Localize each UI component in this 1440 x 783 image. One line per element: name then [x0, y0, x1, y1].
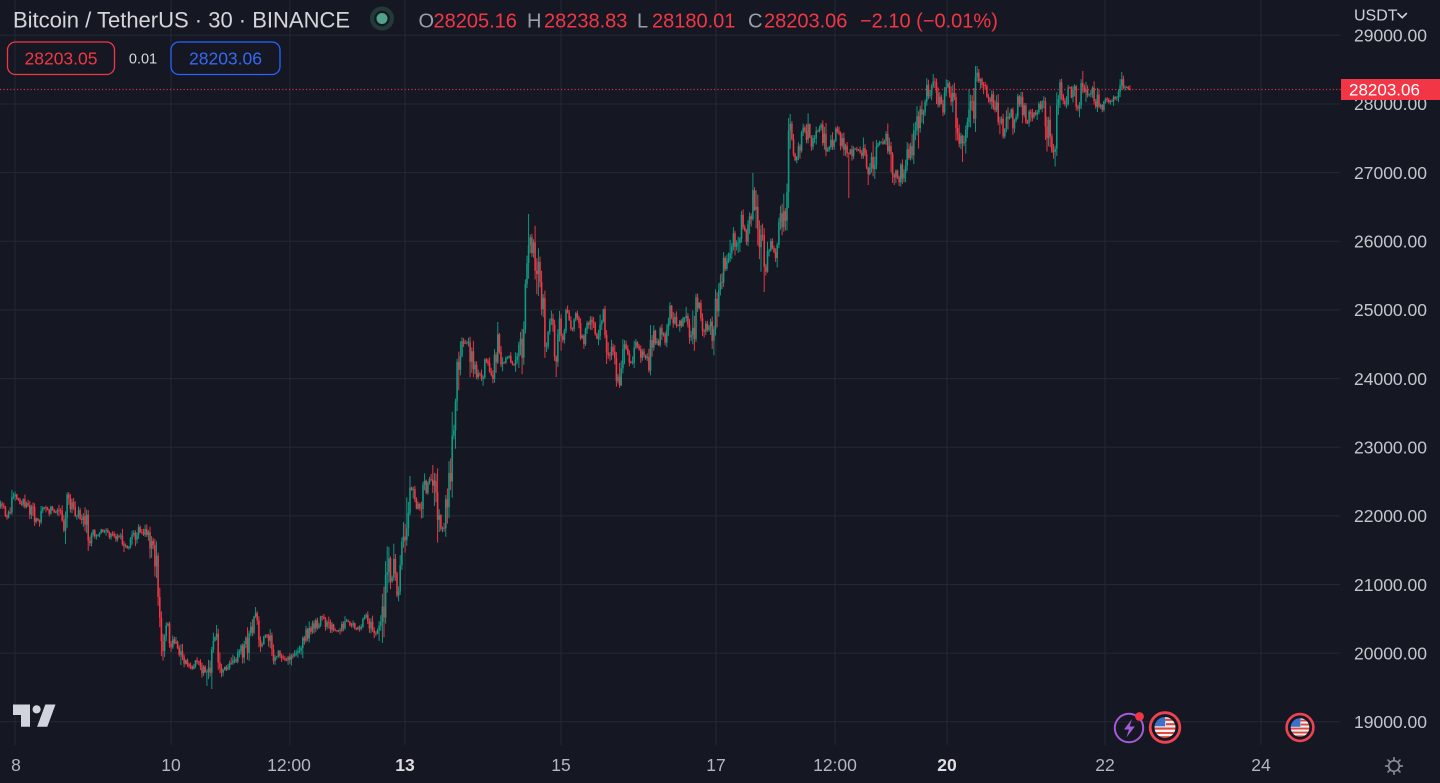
- svg-text:23000.00: 23000.00: [1354, 438, 1427, 458]
- svg-text:28203.06: 28203.06: [189, 49, 262, 69]
- svg-text:H: H: [527, 11, 541, 33]
- svg-text:13: 13: [395, 755, 415, 775]
- svg-text:L: L: [637, 11, 648, 33]
- svg-text:12:00: 12:00: [267, 755, 311, 775]
- svg-text:28203.06: 28203.06: [764, 11, 847, 33]
- svg-text:28180.01: 28180.01: [652, 11, 735, 33]
- svg-text:22000.00: 22000.00: [1354, 506, 1427, 526]
- svg-text:USDT: USDT: [1354, 8, 1398, 25]
- svg-text:28238.83: 28238.83: [544, 11, 627, 33]
- svg-text:21000.00: 21000.00: [1354, 575, 1427, 595]
- svg-text:8: 8: [11, 755, 21, 775]
- svg-text:19000.00: 19000.00: [1354, 712, 1427, 732]
- svg-text:15: 15: [551, 755, 570, 775]
- svg-text:12:00: 12:00: [813, 755, 857, 775]
- svg-text:26000.00: 26000.00: [1354, 232, 1427, 252]
- svg-text:24000.00: 24000.00: [1354, 369, 1427, 389]
- svg-text:20000.00: 20000.00: [1354, 643, 1427, 663]
- svg-text:C: C: [748, 11, 762, 33]
- svg-text:27000.00: 27000.00: [1354, 163, 1427, 183]
- svg-text:O: O: [419, 11, 435, 33]
- svg-text:22: 22: [1095, 755, 1114, 775]
- svg-text:24: 24: [1251, 755, 1271, 775]
- svg-text:29000.00: 29000.00: [1354, 26, 1427, 46]
- svg-text:25000.00: 25000.00: [1354, 300, 1427, 320]
- svg-text:10: 10: [161, 755, 181, 775]
- svg-text:28205.16: 28205.16: [434, 11, 517, 33]
- svg-text:28203.05: 28203.05: [25, 49, 98, 69]
- svg-text:28203.06: 28203.06: [1349, 81, 1420, 100]
- svg-text:−2.10 (−0.01%): −2.10 (−0.01%): [860, 11, 998, 33]
- svg-text:20: 20: [937, 755, 957, 775]
- svg-text:Bitcoin / TetherUS · 30 · BINA: Bitcoin / TetherUS · 30 · BINANCE: [13, 7, 350, 32]
- svg-text:17: 17: [706, 755, 725, 775]
- svg-text:0.01: 0.01: [129, 52, 157, 68]
